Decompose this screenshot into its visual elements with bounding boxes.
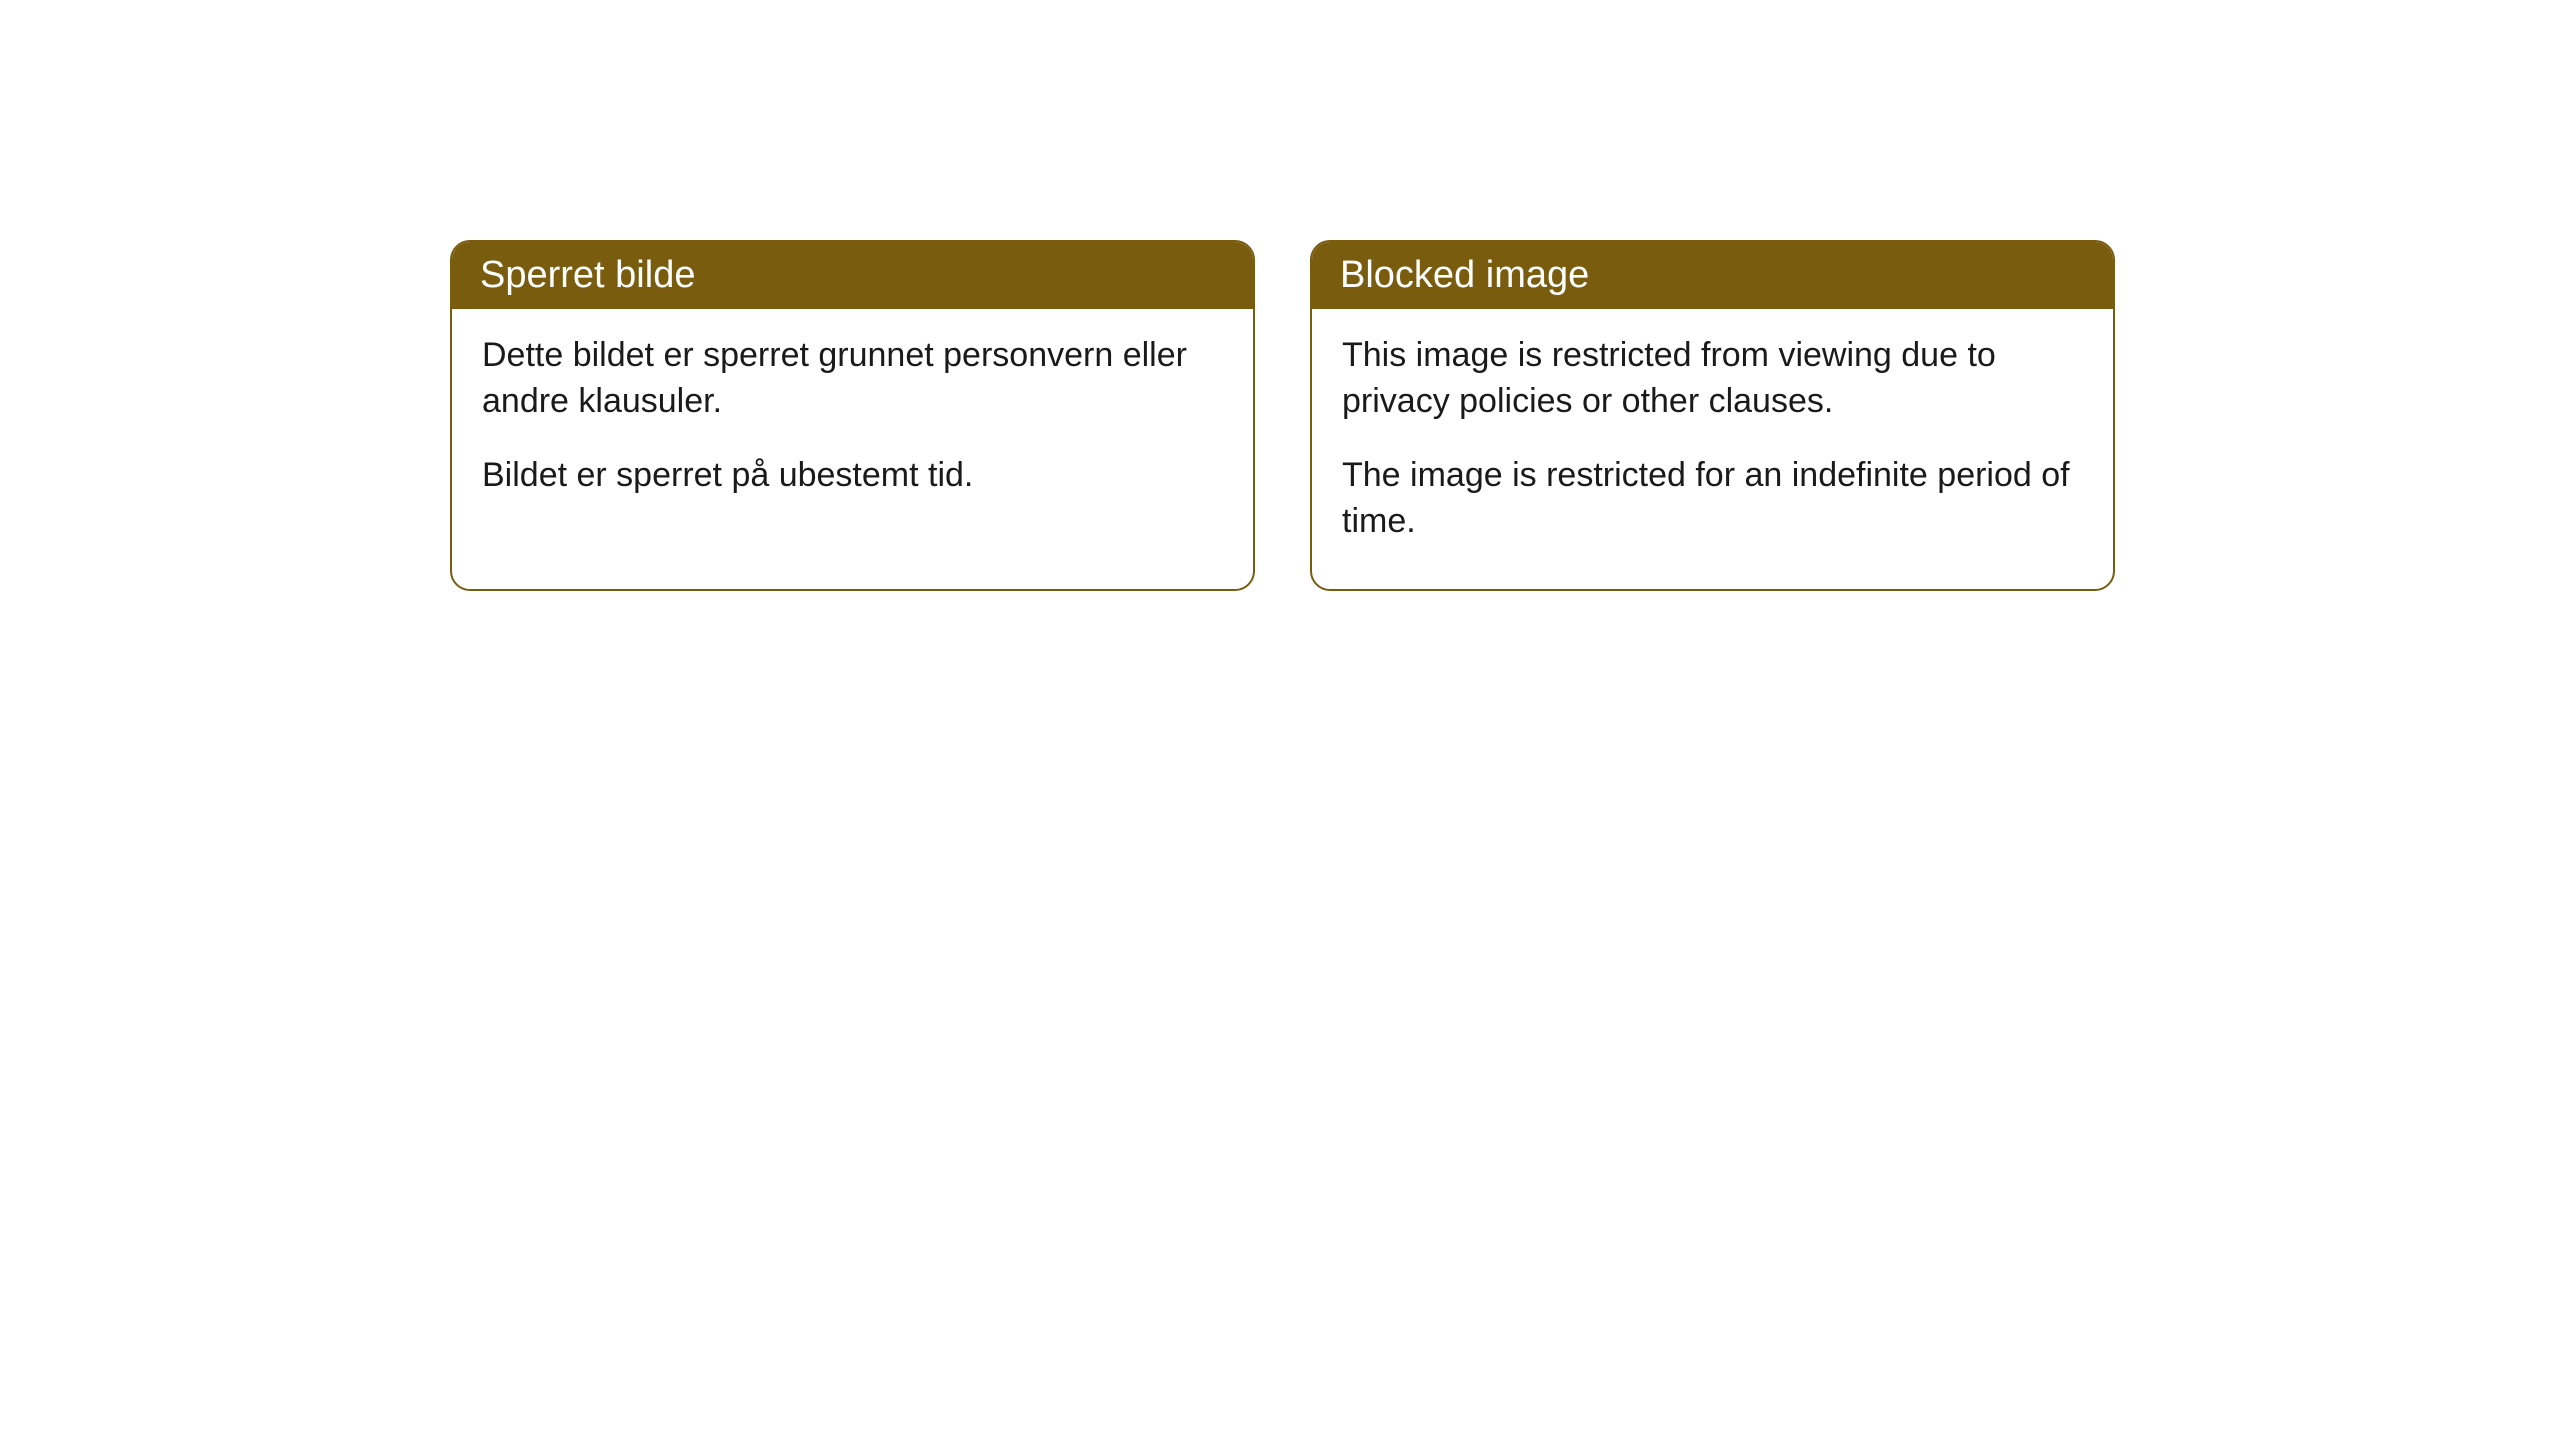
notice-paragraph-1: This image is restricted from viewing du… [1342,333,2083,425]
card-title: Sperret bilde [480,254,695,296]
notice-paragraph-2: The image is restricted for an indefinit… [1342,453,2083,545]
card-title: Blocked image [1340,254,1589,296]
card-header-norwegian: Sperret bilde [452,242,1253,309]
notice-paragraph-2: Bildet er sperret på ubestemt tid. [482,453,1223,499]
card-body-english: This image is restricted from viewing du… [1312,309,2113,589]
blocked-image-card-norwegian: Sperret bilde Dette bildet er sperret gr… [450,240,1255,591]
notice-paragraph-1: Dette bildet er sperret grunnet personve… [482,333,1223,425]
card-body-norwegian: Dette bildet er sperret grunnet personve… [452,309,1253,543]
notice-container: Sperret bilde Dette bildet er sperret gr… [0,0,2560,591]
blocked-image-card-english: Blocked image This image is restricted f… [1310,240,2115,591]
card-header-english: Blocked image [1312,242,2113,309]
